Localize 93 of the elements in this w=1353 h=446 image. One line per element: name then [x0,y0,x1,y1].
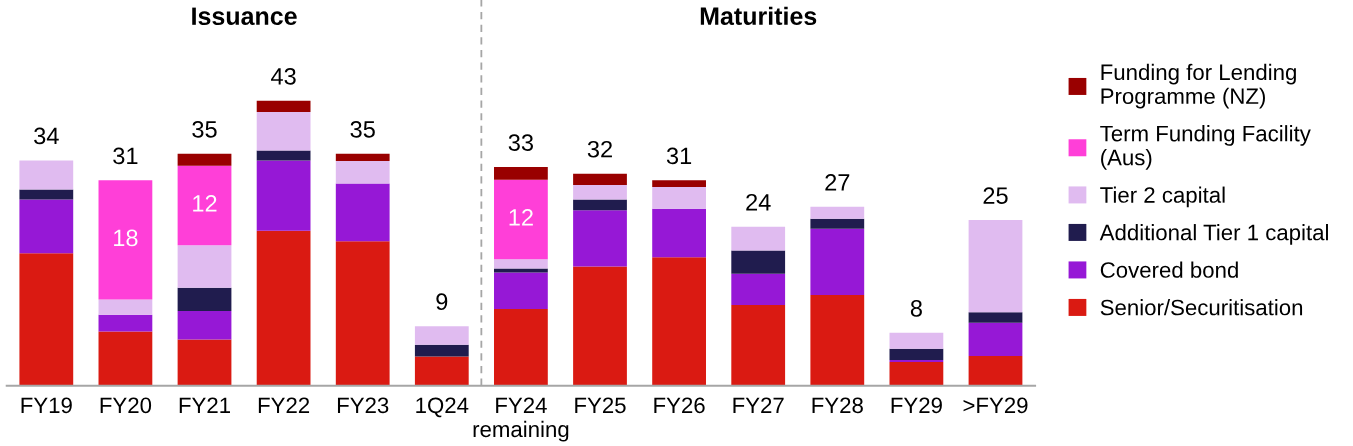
bar [98,180,153,300]
text: Maturities [700,6,817,26]
x-tick-label: FY24 remaining [473,397,569,442]
bar [889,361,944,386]
bar [177,339,232,386]
bar [98,314,153,332]
bar [414,326,469,345]
data-label: 12 [509,209,533,226]
total-label: 25 [983,187,1008,204]
total-label: 24 [746,193,771,211]
legend-label: Tier 2 capital [1100,186,1225,208]
bar [414,356,469,386]
data-label: 18 [114,229,138,247]
total-label: 27 [825,174,850,191]
x-tick-label: >FY29 [963,397,1028,414]
total-label: 9 [436,293,448,311]
bar [810,206,865,219]
legend-label: Covered bond [1100,261,1238,278]
bar [968,355,1023,386]
bar [335,153,390,162]
x-tick-label: FY23 [337,397,389,414]
bar [968,220,1023,313]
bar [573,173,627,185]
x-tick-label: 1Q24 [416,397,469,418]
bar [335,183,390,242]
bar [494,259,548,269]
bar [414,344,469,357]
bar [968,312,1023,323]
total-label: 35 [350,120,375,138]
bar [652,208,706,258]
bar [652,257,706,386]
bar [652,180,706,187]
bar [494,308,548,386]
bar [494,268,548,273]
bar [177,153,232,166]
bar [98,331,153,386]
x-tick-label: FY26 [654,397,705,414]
bar [889,332,944,349]
total-label: 31 [113,147,138,165]
bar [810,218,865,229]
total-label: 33 [508,134,533,151]
total-label: 8 [910,299,922,317]
total-label: 43 [271,67,296,85]
bar [19,189,74,200]
bar [177,287,232,311]
x-tick-label: FY25 [575,397,626,414]
total-label: 31 [666,147,692,165]
x-tick-label: FY19 [21,397,72,414]
bar [573,210,627,267]
x-tick-label: FY29 [891,397,942,414]
bar [652,186,706,209]
legend-label: Funding for Lending Programme (NZ) [1101,63,1296,109]
bar [731,250,786,274]
total-label: 34 [34,127,59,145]
bar [810,294,865,386]
bar [573,184,627,200]
bar [256,100,311,113]
bar [968,322,1023,356]
bar [19,253,74,386]
bar [494,167,548,180]
x-tick-label: FY22 [258,397,310,414]
bar [731,273,786,305]
bar [731,226,786,251]
bar [889,348,944,360]
total-label: 35 [192,120,217,138]
legend-label: Term Funding Facility (Aus) [1100,125,1311,170]
bar [494,179,548,260]
data-label: 12 [193,195,217,212]
text: Issuance [192,7,297,26]
bar [177,310,232,340]
x-tick-label: FY21 [179,397,230,414]
bar [731,304,786,386]
total-label: 32 [587,140,612,158]
bar [573,266,627,386]
bar [256,150,311,161]
bar [98,299,153,315]
bar [256,112,311,151]
bar [494,272,548,309]
bar [810,228,865,295]
x-tick-label: FY28 [812,397,863,414]
x-tick-label: FY20 [100,397,152,414]
bar [256,160,311,231]
bar [177,245,232,288]
bar [177,165,232,246]
bar [19,199,74,254]
bar [335,241,390,386]
bar [335,161,390,184]
legend-label: Additional Tier 1 capital [1099,224,1328,245]
x-tick-label: FY27 [733,397,784,414]
bar [256,230,311,386]
bar [573,199,627,211]
bar [19,160,74,190]
legend-label: Senior/Securitisation [1100,299,1303,316]
